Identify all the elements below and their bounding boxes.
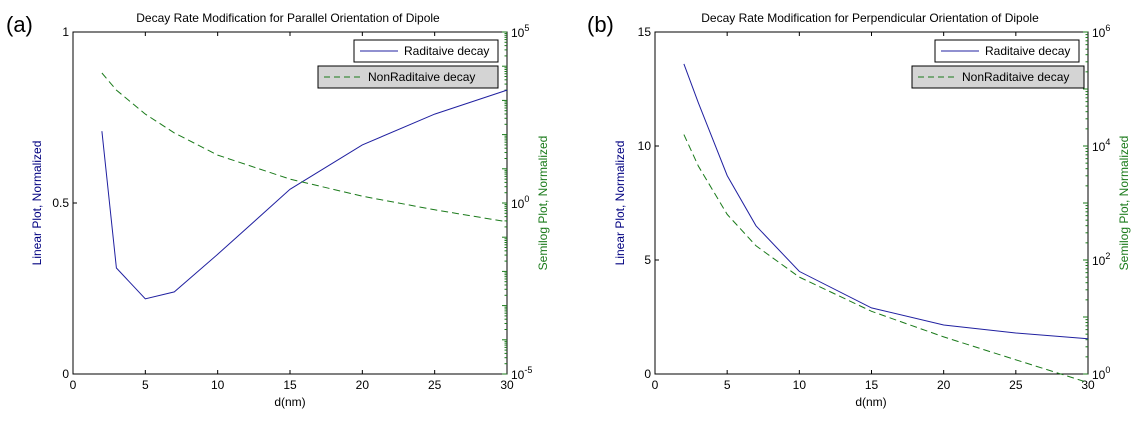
panel-a-xtick-label: 10 (211, 378, 225, 392)
panel-a-x-label: d(nm) (274, 395, 305, 409)
panel-a-xtick-label: 0 (70, 378, 77, 392)
panel-b-legend-nonradiative-box (911, 65, 1085, 89)
panel-b-y2tick-label: 100 (1092, 365, 1110, 382)
panel-a-ytick-label: 1 (62, 25, 69, 39)
panel-b-y2tick-label: 102 (1092, 251, 1110, 268)
panel-a-legend-radiative-box (353, 39, 499, 63)
panel-b: (b) Decay Rate Modification for Perpendi… (587, 11, 1131, 409)
panel-b-xtick-label: 25 (1009, 378, 1023, 392)
panel-b-series (683, 63, 1089, 384)
panel-b-ytick-label: 0 (644, 367, 651, 381)
panel-b-ticks: 0 5 10 15 20 25 30 0 5 10 15 100 102 104 106 (638, 23, 1111, 392)
panel-b-legend-radiative-box (934, 39, 1080, 63)
panel-a-series (101, 72, 508, 300)
panel-a-xtick-label: 20 (356, 378, 370, 392)
panel-b-plot-area (654, 31, 1089, 375)
panel-a-y2tick-label: 105 (511, 23, 529, 40)
panel-a-ytick-label: 0 (62, 367, 69, 381)
panel-a-title: Decay Rate Modification for Parallel Ori… (136, 11, 440, 25)
panel-a-y-label: Linear Plot, Normalized (30, 141, 44, 266)
panel-a-letter: (a) (6, 12, 33, 37)
panel-b-xtick-label: 5 (724, 378, 731, 392)
panel-a: (a) Decay Rate Modification for Parallel… (6, 11, 550, 409)
panel-a-legend: Raditaive decay NonRaditaive decay (317, 39, 499, 89)
panel-a-y2-label: Semilog Plot, Normalized (536, 136, 550, 271)
panel-a-ytick-label: 0.5 (52, 196, 69, 210)
panel-a-legend-nonradiative-label: NonRaditaive decay (368, 70, 475, 84)
panel-a-y2tick-label: 100 (511, 194, 529, 211)
panel-a-series-radiative-line (101, 89, 508, 300)
panel-a-xtick-label: 5 (142, 378, 149, 392)
panel-b-letter: (b) (587, 12, 614, 37)
panel-a-series-nonradiative-line (101, 72, 508, 223)
panel-a-legend-radiative-label: Raditaive decay (404, 44, 489, 58)
panel-b-xtick-label: 10 (793, 378, 807, 392)
panel-b-ytick-label: 15 (638, 25, 652, 39)
panel-b-xtick-label: 15 (865, 378, 879, 392)
panel-a-plot-area (72, 31, 508, 375)
panel-b-y2-label: Semilog Plot, Normalized (1117, 136, 1131, 271)
panel-b-legend-radiative-label: Raditaive decay (985, 44, 1070, 58)
panel-b-legend-nonradiative-label: NonRaditaive decay (962, 70, 1069, 84)
panel-b-y-label: Linear Plot, Normalized (613, 141, 627, 266)
panel-b-y2tick-label: 104 (1092, 137, 1110, 154)
panel-a-ticks: 0 5 10 15 20 25 30 0 0.5 1 10-5 100 105 (52, 23, 532, 392)
panel-a-xtick-label: 30 (500, 378, 514, 392)
panel-b-xtick-label: 20 (937, 378, 951, 392)
panel-b-xtick-label: 0 (652, 378, 659, 392)
panel-b-xtick-label: 30 (1081, 378, 1095, 392)
panel-b-y2tick-label: 106 (1092, 23, 1110, 40)
panel-b-title: Decay Rate Modification for Perpendicula… (701, 11, 1039, 25)
panel-a-y2tick-label: 10-5 (511, 365, 532, 382)
panel-b-ytick-label: 5 (644, 253, 651, 267)
panel-a-xtick-label: 25 (428, 378, 442, 392)
panel-b-legend: Raditaive decay NonRaditaive decay (911, 39, 1085, 89)
panel-a-legend-nonradiative-box (317, 65, 499, 89)
panel-b-series-radiative-line (683, 63, 1089, 340)
panel-b-ytick-label: 10 (638, 139, 652, 153)
panel-b-x-label: d(nm) (855, 395, 886, 409)
panel-a-xtick-label: 15 (283, 378, 297, 392)
